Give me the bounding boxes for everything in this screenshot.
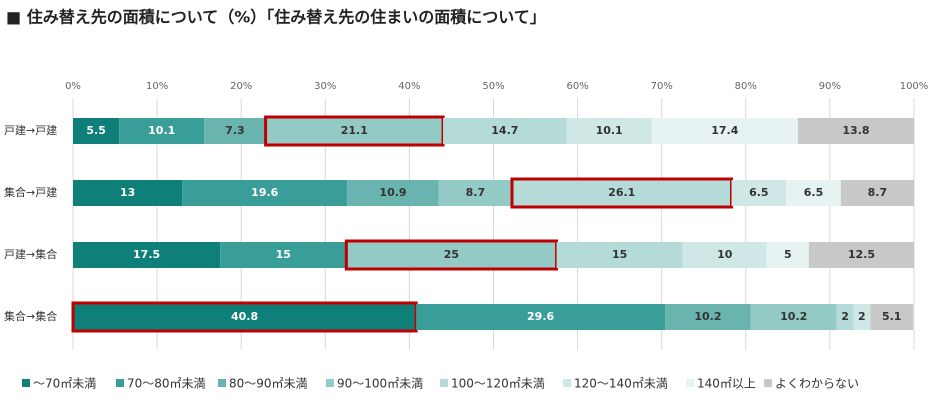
data-label: 6.5 <box>804 186 824 199</box>
y-tick-label: 戸建→戸建 <box>4 123 57 137</box>
data-label: 10.1 <box>596 124 623 137</box>
data-label: 15 <box>276 248 291 261</box>
data-label: 13.8 <box>842 124 869 137</box>
data-label: 6.5 <box>749 186 769 199</box>
data-label: 40.8 <box>231 310 258 323</box>
data-label: 8.7 <box>868 186 888 199</box>
y-tick-label: 集合→集合 <box>4 309 57 323</box>
data-label: 8.7 <box>466 186 486 199</box>
legend-label: 70〜80㎡未満 <box>127 377 206 391</box>
data-label: 10.9 <box>379 186 406 199</box>
bar-segment <box>766 242 809 268</box>
legend-swatch <box>764 379 772 387</box>
data-label: 10.1 <box>148 124 175 137</box>
bar-segment <box>204 118 266 144</box>
bar-segment <box>182 180 348 206</box>
data-label: 19.6 <box>251 186 278 199</box>
legend-label: 120〜140㎡未満 <box>574 377 668 391</box>
data-label: 17.4 <box>711 124 738 137</box>
bar-segment <box>346 242 557 268</box>
x-tick-label: 60% <box>566 81 588 92</box>
data-label: 2 <box>841 310 849 323</box>
legend-swatch <box>440 379 448 387</box>
data-label: 15 <box>612 248 627 261</box>
legend-label: 90〜100㎡未満 <box>337 377 423 391</box>
bar-segment <box>73 118 120 144</box>
chart-title: ■ 住み替え先の面積について（%）「住み替え先の住まいの面積について」 <box>6 8 546 27</box>
data-label: 21.1 <box>341 124 368 137</box>
bar-segment <box>836 304 854 330</box>
legend-swatch <box>686 379 694 387</box>
bar-segment <box>870 304 914 330</box>
x-tick-label: 50% <box>482 81 504 92</box>
highlight-box <box>264 115 445 147</box>
bar-segment <box>840 180 914 206</box>
bar-segment <box>416 304 666 330</box>
x-tick-label: 90% <box>819 81 841 92</box>
bar-segment <box>731 180 787 206</box>
x-tick-label: 0% <box>65 81 81 92</box>
data-label: 5.5 <box>86 124 106 137</box>
y-tick-label: 戸建→集合 <box>4 247 57 261</box>
legend-label: 80〜90㎡未満 <box>229 377 308 391</box>
x-tick-label: 40% <box>398 81 420 92</box>
data-label: 12.5 <box>848 248 875 261</box>
bar-segment <box>438 180 513 206</box>
bar-segment <box>220 242 347 268</box>
x-tick-label: 10% <box>146 81 168 92</box>
legend-label: 140㎡以上 <box>697 377 756 391</box>
data-label: 5.1 <box>882 310 902 323</box>
data-label: 14.7 <box>491 124 518 137</box>
x-tick-label: 30% <box>314 81 336 92</box>
legend-label: よくわからない <box>775 377 859 391</box>
legend-swatch <box>116 379 124 387</box>
bar-segment <box>265 118 444 144</box>
legend-label: 100〜120㎡未満 <box>451 377 545 391</box>
data-label: 13 <box>120 186 135 199</box>
legend-swatch <box>218 379 226 387</box>
bar-segment <box>665 304 751 330</box>
legend-swatch <box>563 379 571 387</box>
bar-segment <box>443 118 567 144</box>
bar-segment <box>556 242 683 268</box>
data-label: 10 <box>717 248 733 261</box>
bar-segment <box>512 180 732 206</box>
bar-segment <box>651 118 798 144</box>
bar-segment <box>808 242 914 268</box>
bar-segment <box>347 180 439 206</box>
bar-segment <box>73 242 221 268</box>
bar-segment <box>750 304 837 330</box>
bar-segment <box>797 118 914 144</box>
legend-swatch <box>22 379 30 387</box>
bar-segment <box>682 242 767 268</box>
legend-label: 〜70㎡未満 <box>33 377 96 391</box>
bar-segment <box>853 304 871 330</box>
x-tick-label: 70% <box>651 81 673 92</box>
data-label: 10.2 <box>780 310 807 323</box>
x-tick-label: 100% <box>900 81 929 92</box>
data-label: 2 <box>858 310 866 323</box>
bar-segment <box>119 118 205 144</box>
data-label: 29.6 <box>527 310 554 323</box>
data-label: 5 <box>784 248 792 261</box>
data-label: 17.5 <box>133 248 160 261</box>
bar-segment <box>566 118 652 144</box>
bar-segment <box>73 180 183 206</box>
x-tick-label: 80% <box>735 81 757 92</box>
data-label: 25 <box>444 248 459 261</box>
bar-segment <box>786 180 841 206</box>
data-label: 7.3 <box>225 124 245 137</box>
y-tick-label: 集合→戸建 <box>4 185 57 199</box>
bar-segment <box>73 304 417 330</box>
data-label: 10.2 <box>694 310 721 323</box>
data-label: 26.1 <box>608 186 635 199</box>
x-tick-label: 20% <box>230 81 252 92</box>
legend-swatch <box>326 379 334 387</box>
